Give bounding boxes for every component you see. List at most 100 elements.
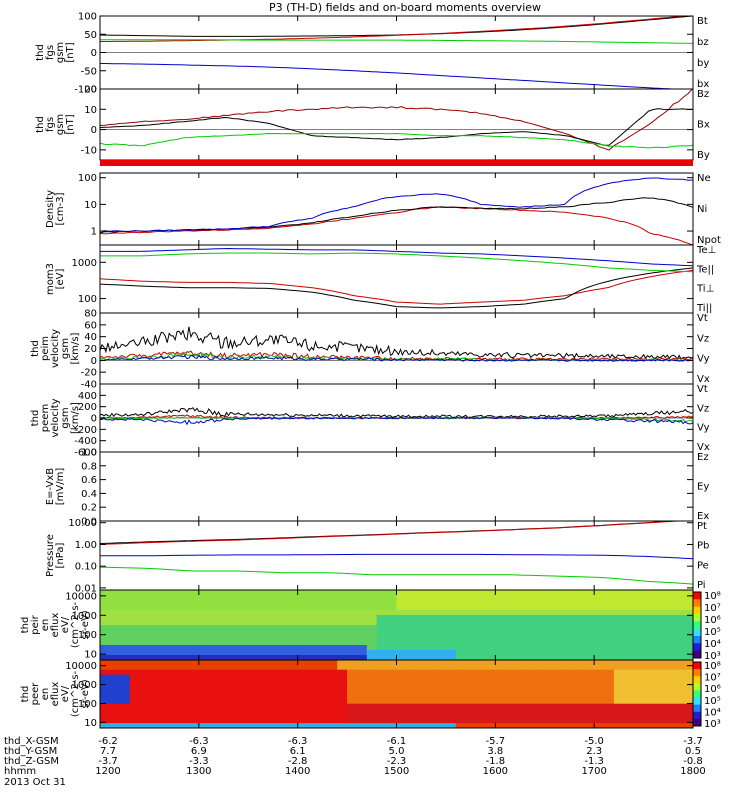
- series-density-2: [100, 177, 693, 233]
- panel-fgs_detrend: 20 10 0 -10 thd fgs gsm [nT] Bz Bx By: [35, 85, 710, 162]
- ylabel-line: Density: [45, 190, 56, 228]
- xaxis-value: -3.7: [98, 756, 118, 767]
- legend-peim_velocity-3: Vx: [697, 374, 710, 385]
- series-peim_velocity-0: [100, 326, 693, 360]
- legend-efield-2: Ex: [697, 511, 709, 522]
- ylabel-line: peir: [30, 614, 41, 634]
- ylabel-line: Pressure: [45, 534, 56, 577]
- legend-peem_velocity-2: Vy: [697, 423, 710, 434]
- ytick-label: 0: [91, 414, 97, 425]
- ytick-label: 1.00: [75, 540, 97, 551]
- series-temperature-3: [100, 252, 693, 273]
- xaxis-value: -6.1: [387, 736, 407, 747]
- ytick-label: 10000: [65, 661, 97, 672]
- series-temperature-0: [100, 269, 693, 305]
- ytick-label: 80: [84, 309, 97, 320]
- legend-temperature-2: Ti⊥: [696, 284, 714, 295]
- ylabel-line: [nT]: [65, 42, 76, 62]
- xaxis-value: -2.8: [288, 756, 308, 767]
- ytick-label: 10000: [65, 591, 97, 602]
- ytick-label: 20: [84, 344, 97, 355]
- ytick-label: 0.01: [75, 583, 97, 594]
- colorbar-label: 10⁵: [704, 696, 721, 707]
- ylabel-line: mom3: [45, 263, 56, 295]
- ylabel-line: E=-VxB: [45, 468, 56, 505]
- xaxis-value: -6.3: [189, 736, 209, 747]
- legend-fgs_gse-2: by: [697, 58, 709, 69]
- legend-fgs_detrend-0: Bz: [697, 89, 709, 100]
- ylabel-line: sr-eV): [80, 679, 91, 708]
- ylabel-line: gsm: [60, 407, 71, 428]
- legend-pressure-0: Pt: [697, 521, 707, 532]
- ytick-label: 200: [78, 402, 97, 413]
- xaxis-value: -0.8: [683, 756, 703, 767]
- ytick-label: 100: [78, 12, 97, 23]
- ytick-label: -100: [74, 85, 97, 96]
- xaxis-value: 0.5: [685, 746, 701, 757]
- legend-density-0: Ne: [697, 173, 711, 184]
- quality-flag-bar: [100, 160, 693, 166]
- xaxis-value: 2.3: [586, 746, 602, 757]
- panel-peir_spectrogram: 10000 1000 100 10 thd peir en eflux eV/(cm^2-s-s…: [20, 589, 694, 661]
- legend-peim_velocity-2: Vy: [697, 354, 710, 365]
- legend-fgs_gse-1: bz: [697, 37, 709, 48]
- xaxis-value: -3.7: [683, 736, 703, 747]
- colorbar-1: [692, 661, 702, 727]
- xaxis-value: 1400: [285, 766, 310, 777]
- series-temperature-2: [100, 247, 693, 267]
- ylabel-line: thd: [20, 686, 31, 703]
- ytick-label: 100: [78, 699, 97, 710]
- panel-density: 100 10 1 Density [cm-3] Ne Ni Npot: [45, 172, 721, 246]
- ytick-label: -200: [74, 425, 97, 436]
- xaxis-value: -5.7: [486, 736, 506, 747]
- ylabel-line: fgs: [45, 117, 56, 132]
- legend-pressure-2: Pe: [697, 560, 709, 571]
- ylabel-line: peim: [40, 336, 51, 361]
- ytick-label: 0.6: [81, 475, 97, 486]
- ytick-label: 0: [91, 356, 97, 367]
- ytick-label: -20: [81, 368, 97, 379]
- legend-temperature-3: Ti||: [696, 303, 712, 314]
- ytick-label: 100: [78, 294, 97, 305]
- series-pressure-3: [100, 566, 693, 585]
- ytick-label: 400: [78, 391, 97, 402]
- ytick-label: 10: [84, 718, 97, 729]
- xaxis-value: 5.0: [389, 746, 405, 757]
- xaxis-value: -6.3: [288, 736, 308, 747]
- ylabel-line: (cm^2-s-: [70, 601, 81, 648]
- ylabel-line: eflux: [50, 682, 61, 707]
- series-peim_velocity-3: [100, 354, 693, 362]
- colorbar-label: 10⁵: [704, 627, 721, 638]
- ytick-label: 1: [91, 227, 97, 238]
- xaxis-row-label: thd_X-GSM: [4, 736, 59, 747]
- ylabel-line: [nPa]: [55, 542, 66, 568]
- ylabel-line: peer: [30, 682, 41, 706]
- ytick-label: 60: [84, 320, 97, 331]
- colorbar-label: 10⁷: [704, 603, 721, 614]
- ytick-label: 10: [84, 650, 97, 661]
- xaxis-value: -6.2: [98, 736, 118, 747]
- colorbar-label: 10⁴: [704, 707, 721, 718]
- xaxis-row-label: hhmm: [4, 766, 36, 777]
- peim_velocity-frame: [99, 312, 694, 385]
- ylabel-line: eV/: [60, 685, 71, 702]
- panel-fgs_gse: 100 50 0 -50 -100 thd fgs gsm [nT] Bt bz by bx: [35, 12, 709, 96]
- series-fgs_gse-1: [100, 16, 691, 42]
- ylabel-line: [cm-3]: [55, 192, 66, 225]
- ylabel-line: [km/s]: [70, 402, 81, 434]
- panel-temperature: 1000 100 mom3 [eV] Te⊥ Te|| Ti⊥ Ti||: [45, 244, 716, 314]
- colorbar-0: [692, 591, 702, 659]
- ylabel-line: gsm: [60, 338, 71, 359]
- panel-peer_spectrogram: 10000 1000 100 10 thd peer en eflux eV/(cm^2-s-s…: [20, 659, 694, 729]
- ylabel-line: [mV/m]: [55, 468, 66, 506]
- legend-pressure-1: Pb: [697, 541, 709, 552]
- legend-fgs_gse-3: bx: [697, 79, 709, 90]
- plot-date: 2013 Oct 31: [4, 777, 66, 788]
- xaxis-row-label: thd_Z-GSM: [4, 756, 59, 767]
- ytick-label: 1000: [72, 680, 97, 691]
- colorbar-label: 10³: [704, 719, 721, 730]
- xaxis-value: 1200: [95, 766, 120, 777]
